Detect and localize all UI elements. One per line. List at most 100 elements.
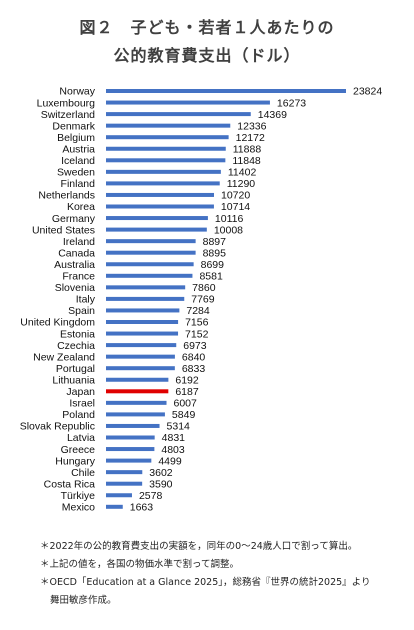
value-label-israel: 6007	[174, 398, 198, 410]
value-label-spain: 7284	[186, 305, 210, 317]
bar-portugal	[106, 366, 175, 371]
bar-lithuania	[106, 377, 169, 382]
value-label-belgium: 12172	[236, 132, 265, 144]
value-label-denmark: 12336	[237, 120, 266, 132]
category-label-netherlands: Netherlands	[38, 190, 95, 202]
value-label-korea: 10714	[221, 201, 250, 213]
value-label-lithuania: 6192	[175, 374, 199, 386]
value-label-chile: 3602	[149, 467, 173, 479]
value-label-greece: 4803	[161, 444, 185, 456]
category-label-slovak-republic: Slovak Republic	[20, 421, 95, 433]
value-label-czechia: 6973	[183, 340, 207, 352]
bar-chile	[106, 470, 143, 475]
value-label-ireland: 8897	[203, 236, 227, 248]
value-label-canada: 8895	[203, 247, 227, 259]
category-label-united-kingdom: United Kingdom	[20, 317, 95, 329]
category-label-sweden: Sweden	[57, 167, 95, 179]
category-label-greece: Greece	[61, 444, 96, 456]
bar-canada	[106, 250, 196, 255]
category-label-spain: Spain	[68, 305, 95, 317]
bar-switzerland	[106, 112, 251, 117]
category-label-slovenia: Slovenia	[55, 282, 95, 294]
category-label-korea: Korea	[67, 201, 95, 213]
category-label-lithuania: Lithuania	[52, 374, 95, 386]
value-label-switzerland: 14369	[258, 109, 287, 121]
bar-belgium	[106, 135, 229, 140]
value-label-italy: 7769	[191, 294, 215, 306]
value-label-norway: 23824	[353, 86, 382, 98]
value-label-hungary: 4499	[158, 455, 182, 467]
category-label-new-zealand: New Zealand	[33, 351, 95, 363]
value-label-austria: 11888	[233, 143, 262, 155]
bar-slovak-republic	[106, 423, 160, 428]
category-label-france: France	[62, 271, 95, 283]
category-label-luxembourg: Luxembourg	[37, 97, 96, 109]
value-label-new-zealand: 6840	[182, 351, 206, 363]
value-label-estonia: 7152	[185, 328, 209, 340]
value-label-iceland: 11848	[232, 155, 261, 167]
category-label-austria: Austria	[62, 143, 95, 155]
bar-poland	[106, 412, 165, 417]
footnote-2: ＊上記の値を，各国の物価水準で割って調整。	[40, 559, 240, 570]
category-label-norway: Norway	[59, 86, 95, 98]
bar-japan	[106, 389, 169, 394]
value-label-slovak-republic: 5314	[167, 421, 191, 433]
bar-austria	[106, 146, 226, 151]
category-label-israel: Israel	[69, 398, 95, 410]
bar-costa-rica	[106, 481, 143, 486]
footnote-1: ＊2022年の公的教育費支出の実額を，同年の0～24歳人口で割って算出。	[40, 541, 358, 552]
bar-hungary	[106, 458, 152, 463]
bar-new-zealand	[106, 354, 175, 359]
category-label-japan: Japan	[66, 386, 95, 398]
bar-italy	[106, 296, 185, 301]
category-label-poland: Poland	[62, 409, 95, 421]
category-label-iceland: Iceland	[61, 155, 95, 167]
category-label-belgium: Belgium	[57, 132, 95, 144]
value-label-australia: 8699	[201, 259, 225, 271]
bar-united-kingdom	[106, 320, 179, 324]
bar-t-rkiye	[106, 493, 132, 498]
category-label-denmark: Denmark	[52, 120, 95, 132]
bar-spain	[106, 308, 180, 313]
value-label-finland: 11290	[227, 178, 256, 190]
value-label-germany: 10116	[215, 213, 244, 225]
bar-greece	[106, 447, 155, 452]
bar-czechia	[106, 343, 177, 348]
bar-chart: Norway 23824 Luxembourg 16273 Switzerland 143…	[20, 86, 383, 514]
chart-title-line1: 図２ 子ども・若者１人あたりの	[79, 18, 335, 37]
category-label-united-states: United States	[32, 224, 95, 236]
footnote-4: 舞田敏彦作成。	[50, 595, 117, 606]
bar-netherlands	[106, 192, 214, 197]
category-label-australia: Australia	[54, 259, 95, 271]
bar-france	[106, 273, 193, 278]
bar-israel	[106, 400, 167, 405]
value-label-t-rkiye: 2578	[139, 490, 163, 502]
category-label-mexico: Mexico	[62, 502, 95, 514]
value-label-poland: 5849	[172, 409, 196, 421]
bar-iceland	[106, 158, 226, 163]
value-label-united-kingdom: 7156	[185, 317, 209, 329]
footnote-3: ＊OECD「Education at a Glance 2025」，総務省『世界…	[40, 577, 371, 588]
bar-korea	[106, 204, 214, 209]
bar-latvia	[106, 435, 155, 440]
value-label-mexico: 1663	[130, 502, 154, 514]
bar-ireland	[106, 239, 196, 244]
bar-denmark	[106, 123, 231, 128]
category-label-estonia: Estonia	[60, 328, 95, 340]
category-label-italy: Italy	[76, 294, 96, 306]
bar-germany	[106, 216, 208, 221]
value-label-japan: 6187	[175, 386, 199, 398]
value-label-luxembourg: 16273	[277, 97, 306, 109]
value-label-latvia: 4831	[162, 432, 186, 444]
bar-finland	[106, 181, 220, 186]
category-label-canada: Canada	[58, 247, 95, 259]
value-label-sweden: 11402	[228, 167, 257, 179]
category-label-switzerland: Switzerland	[41, 109, 95, 121]
footnotes: ＊2022年の公的教育費支出の実額を，同年の0～24歳人口で割って算出。 ＊上記…	[40, 538, 410, 610]
category-label-hungary: Hungary	[55, 455, 95, 467]
value-label-france: 8581	[199, 271, 223, 283]
value-label-costa-rica: 3590	[149, 478, 173, 490]
bar-luxembourg	[106, 100, 270, 105]
category-label-portugal: Portugal	[56, 363, 95, 375]
bar-norway	[106, 89, 346, 93]
